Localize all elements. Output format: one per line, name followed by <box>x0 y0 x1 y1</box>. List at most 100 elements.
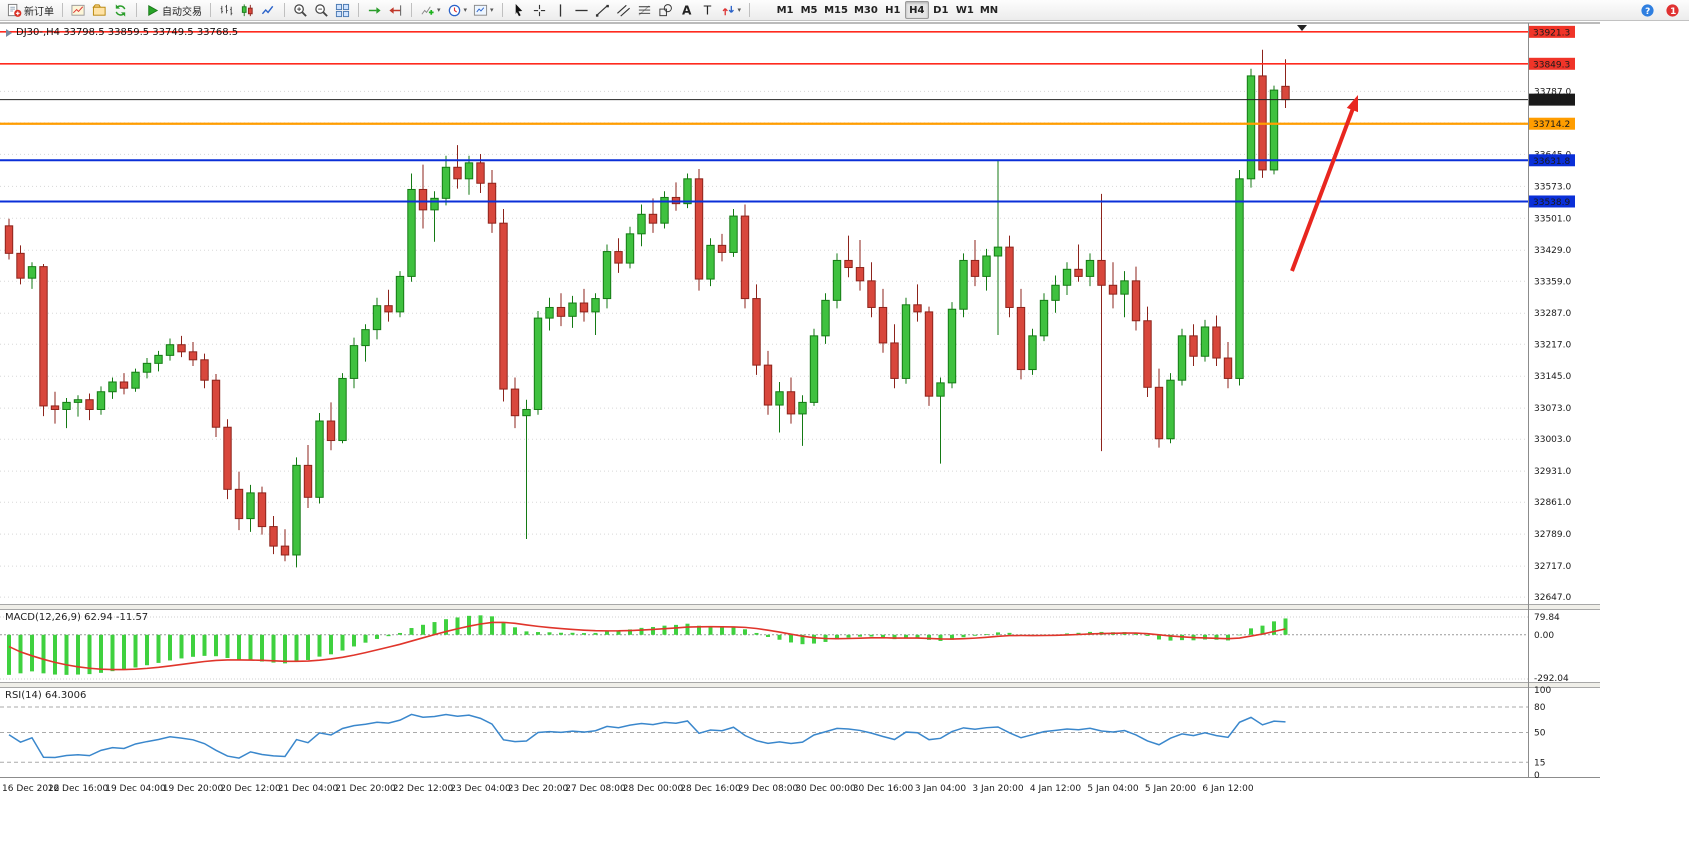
splitter-macd-rsi[interactable] <box>0 682 1600 688</box>
macd-panel[interactable] <box>0 615 1528 680</box>
price-axis[interactable]: 33787.033716.033645.033573.033501.033429… <box>1529 25 1575 781</box>
refresh-button[interactable] <box>110 1 131 19</box>
toolbar-separator <box>749 3 751 17</box>
channel-button[interactable] <box>613 1 634 19</box>
tf-m30-button[interactable]: M30 <box>851 1 881 19</box>
svg-text:32789.0: 32789.0 <box>1534 530 1571 540</box>
chart-shift-button[interactable] <box>385 1 406 19</box>
zoom-out-button[interactable] <box>311 1 332 19</box>
candles-layer[interactable] <box>4 49 1290 568</box>
svg-text:0.00: 0.00 <box>1534 631 1554 641</box>
toolbar-separator <box>411 3 412 17</box>
svg-text:28 Dec 16:00: 28 Dec 16:00 <box>680 784 741 794</box>
trendline-icon <box>595 3 610 18</box>
tf-h4-button[interactable]: H4 <box>904 1 929 19</box>
tf-h1-button[interactable]: H1 <box>881 1 905 19</box>
hline-objects <box>0 31 1528 203</box>
toolbar-separator <box>210 3 211 17</box>
price-badge-label: 33631.8 <box>1533 157 1570 167</box>
periods-button[interactable]: ▾ <box>444 1 471 19</box>
svg-text:16 Dec 2022: 16 Dec 2022 <box>2 784 60 794</box>
chart-title-text: DJ30-,H4 33798.5 33859.5 33749.5 33768.5 <box>16 27 239 38</box>
rsi-line <box>8 713 1286 759</box>
autotrading-button[interactable]: 自动交易 <box>142 1 205 19</box>
arrows-button[interactable]: ▾ <box>718 1 745 19</box>
svg-text:32647.0: 32647.0 <box>1534 593 1571 603</box>
clock-icon <box>447 3 462 18</box>
label-icon: T <box>700 3 715 18</box>
cursor-button[interactable] <box>508 1 529 19</box>
rsi-panel[interactable] <box>0 706 1528 763</box>
line-chart-button[interactable] <box>258 1 279 19</box>
svg-text:6 Jan 12:00: 6 Jan 12:00 <box>1202 784 1254 794</box>
svg-text:79.84: 79.84 <box>1534 613 1560 623</box>
tf-m30-button-label: M30 <box>853 4 878 16</box>
svg-text:?: ? <box>1645 6 1650 16</box>
toolbar-separator <box>358 3 359 17</box>
new-order-button[interactable]: 新订单 <box>4 1 57 19</box>
svg-text:21 Dec 04:00: 21 Dec 04:00 <box>278 784 339 794</box>
trend-arrow-annotation[interactable] <box>1290 95 1358 272</box>
svg-text:3 Jan 20:00: 3 Jan 20:00 <box>972 784 1024 794</box>
candles-icon <box>240 3 255 18</box>
svg-text:33429.0: 33429.0 <box>1534 246 1571 256</box>
macd-signal-line <box>8 621 1286 671</box>
toolbar-group-insert: ▾ ▾ ▾ <box>417 1 497 19</box>
toolbar-group-draw: A T ▾ <box>508 1 745 19</box>
tf-d1-button[interactable]: D1 <box>929 1 953 19</box>
crosshair-button[interactable] <box>529 1 550 19</box>
svg-text:33145.0: 33145.0 <box>1534 372 1571 382</box>
text-button[interactable]: A <box>676 1 697 19</box>
chart-canvas[interactable]: 33787.033716.033645.033573.033501.033429… <box>0 21 1689 860</box>
svg-text:23 Dec 04:00: 23 Dec 04:00 <box>450 784 511 794</box>
trendline-button[interactable] <box>592 1 613 19</box>
svg-text:33003.0: 33003.0 <box>1534 435 1571 445</box>
new-chart-button[interactable] <box>68 1 89 19</box>
tile-windows-button[interactable] <box>332 1 353 19</box>
templates-button[interactable]: ▾ <box>470 1 497 19</box>
fibonacci-button[interactable] <box>634 1 655 19</box>
tile-icon <box>335 3 350 18</box>
tf-m1-button[interactable]: M1 <box>773 1 797 19</box>
price-badge <box>1529 117 1575 130</box>
text-icon: A <box>679 3 694 18</box>
svg-text:16 Dec 16:00: 16 Dec 16:00 <box>48 784 109 794</box>
svg-text:0: 0 <box>1534 771 1540 781</box>
chart-shift-marker[interactable] <box>1297 25 1307 31</box>
svg-text:15: 15 <box>1534 758 1545 768</box>
svg-text:30 Dec 00:00: 30 Dec 00:00 <box>795 784 856 794</box>
tf-mn-button[interactable]: MN <box>977 1 1001 19</box>
candlestick-button[interactable] <box>237 1 258 19</box>
tf-h1-button-label: H1 <box>885 4 901 16</box>
bar-chart-button[interactable] <box>216 1 237 19</box>
one-click-trading-toggle[interactable] <box>6 28 12 37</box>
notification-icon: 1 <box>1665 3 1680 18</box>
shapes-button[interactable] <box>655 1 676 19</box>
splitter-main-macd[interactable] <box>0 604 1600 610</box>
svg-text:4 Jan 12:00: 4 Jan 12:00 <box>1030 784 1082 794</box>
auto-scroll-icon <box>367 3 382 18</box>
auto-scroll-button[interactable] <box>364 1 385 19</box>
vertical-line-button[interactable] <box>550 1 571 19</box>
profiles-button[interactable] <box>89 1 110 19</box>
svg-text:32931.0: 32931.0 <box>1534 467 1571 477</box>
arrows-icon <box>721 3 736 18</box>
tf-w1-button[interactable]: W1 <box>953 1 977 19</box>
indicators-button[interactable]: ▾ <box>417 1 444 19</box>
notifications-button[interactable]: 1 <box>1662 1 1683 19</box>
tf-m15-button[interactable]: M15 <box>821 1 851 19</box>
refresh-icon <box>113 3 128 18</box>
zoom-in-icon <box>293 3 308 18</box>
zoom-in-button[interactable] <box>290 1 311 19</box>
svg-text:A: A <box>682 3 692 17</box>
svg-text:100: 100 <box>1534 686 1551 696</box>
toolbar-group-scroll <box>364 1 406 19</box>
tf-mn-button-label: MN <box>979 4 999 16</box>
help-button[interactable]: ? <box>1637 1 1658 19</box>
toolbar: 新订单 自动交易 ▾ ▾ ▾ A T ▾ M1 M5 M15 M30 H1 H4 D1 W1 MN? 1 <box>0 0 1689 21</box>
tf-m5-button[interactable]: M5 <box>797 1 821 19</box>
label-button[interactable]: T <box>697 1 718 19</box>
horizontal-line-button[interactable] <box>571 1 592 19</box>
svg-text:33073.0: 33073.0 <box>1534 404 1571 414</box>
